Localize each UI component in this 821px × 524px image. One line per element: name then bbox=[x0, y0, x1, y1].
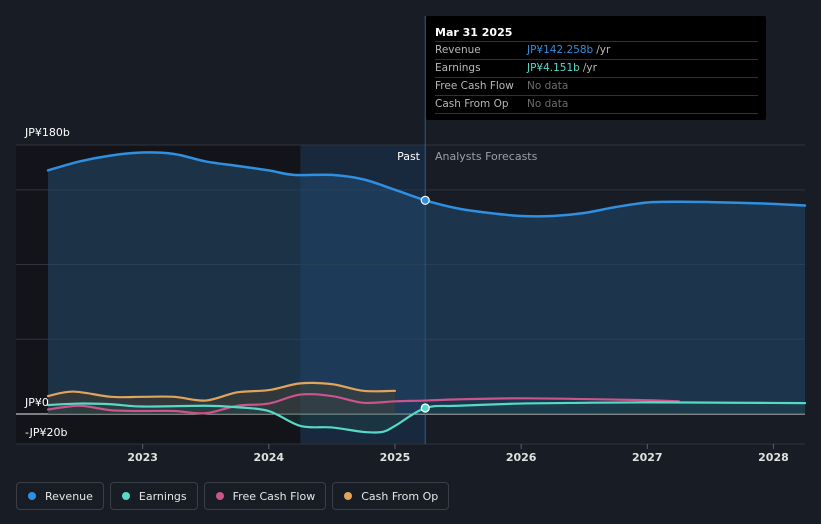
tooltip-label: Earnings bbox=[435, 62, 481, 74]
cash-from-op-line bbox=[46, 381, 397, 402]
hover-markers bbox=[420, 195, 430, 413]
legend-label: Revenue bbox=[45, 489, 93, 503]
y-axis-label-zero: JP¥0 bbox=[24, 396, 49, 409]
x-tick-label: 2023 bbox=[127, 451, 158, 464]
legend-label: Cash From Op bbox=[361, 489, 439, 503]
tooltip-row-free-cash-flow: Free Cash Flow No data bbox=[435, 77, 758, 95]
x-axis-ticks: 2023 2024 2025 2026 2027 2028 bbox=[127, 444, 789, 464]
tooltip-value: JP¥142.258b bbox=[527, 44, 594, 56]
tooltip-value: No data bbox=[527, 98, 569, 110]
legend-item-cash-from-op[interactable]: Cash From Op bbox=[332, 482, 450, 510]
legend-dot-icon bbox=[121, 492, 130, 500]
x-tick-label: 2026 bbox=[506, 451, 537, 464]
x-tick-label: 2028 bbox=[758, 451, 789, 464]
tooltip-date: Mar 31 2025 bbox=[435, 26, 513, 39]
legend-item-earnings[interactable]: Earnings bbox=[109, 482, 198, 510]
x-tick-label: 2025 bbox=[380, 451, 411, 464]
x-tick-label: 2024 bbox=[253, 451, 284, 464]
tooltip-unit: /yr bbox=[582, 62, 597, 74]
revenue-marker bbox=[420, 195, 430, 205]
tooltip-row-earnings: Earnings JP¥4.151b /yr bbox=[435, 59, 758, 77]
revenue-area bbox=[48, 152, 805, 415]
earnings-area bbox=[48, 402, 805, 433]
legend: Revenue Earnings Free Cash Flow Cash Fro… bbox=[16, 482, 450, 510]
y-axis-label-bottom: -JP¥20b bbox=[25, 426, 67, 439]
tooltip-label: Revenue bbox=[435, 44, 481, 56]
y-axis-label-top: JP¥180b bbox=[24, 126, 70, 139]
series-lines bbox=[46, 151, 807, 434]
tooltip-label: Free Cash Flow bbox=[435, 80, 514, 92]
free-cash-flow-line bbox=[46, 392, 680, 415]
tooltip-label: Cash From Op bbox=[435, 98, 509, 110]
tooltip-row-revenue: Revenue JP¥142.258b /yr bbox=[435, 41, 758, 59]
earnings-marker bbox=[420, 403, 430, 413]
past-label: Past bbox=[397, 150, 421, 163]
legend-item-revenue[interactable]: Revenue bbox=[16, 482, 104, 510]
forecast-label: Analysts Forecasts bbox=[435, 150, 538, 163]
tooltip: Mar 31 2025 Revenue JP¥142.258b /yr Earn… bbox=[426, 16, 766, 120]
legend-label: Earnings bbox=[138, 489, 187, 503]
tooltip-value: JP¥4.151b bbox=[527, 62, 580, 74]
legend-dot-icon bbox=[215, 492, 224, 500]
tooltip-row-cash-from-op: Cash From Op No data bbox=[435, 95, 758, 114]
legend-label: Free Cash Flow bbox=[232, 489, 316, 503]
tooltip-unit: /yr bbox=[596, 44, 611, 56]
legend-dot-icon bbox=[28, 492, 36, 500]
legend-item-free-cash-flow[interactable]: Free Cash Flow bbox=[203, 482, 327, 510]
legend-dot-icon bbox=[344, 492, 353, 500]
x-tick-label: 2027 bbox=[632, 451, 663, 464]
earnings-line bbox=[46, 401, 807, 434]
series-areas bbox=[48, 152, 805, 433]
tooltip-value: No data bbox=[527, 80, 569, 92]
